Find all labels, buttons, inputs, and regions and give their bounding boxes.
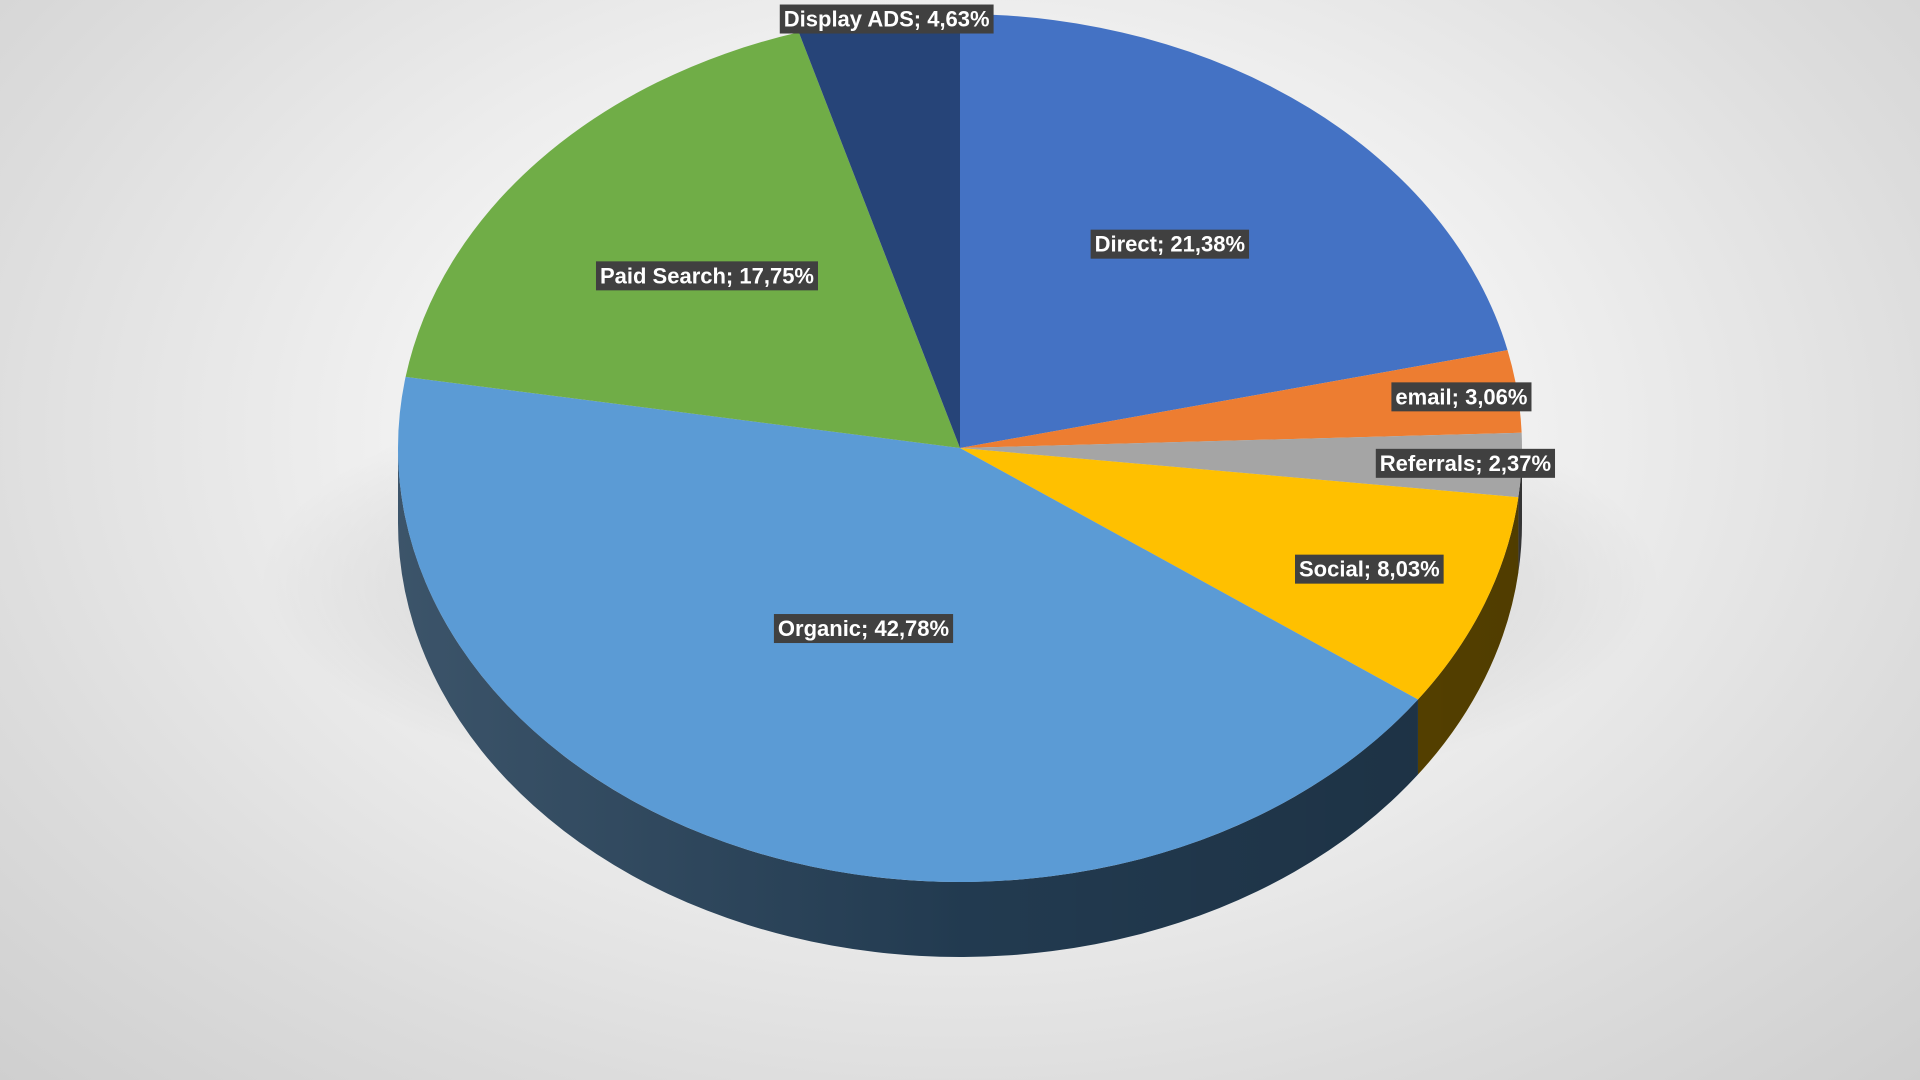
- label-background: [1295, 554, 1444, 584]
- label-background: [773, 614, 954, 644]
- pie-side-shading: [398, 448, 1522, 957]
- label-background: [1391, 382, 1532, 412]
- label-email: email; 3,06%: [1391, 382, 1532, 412]
- label-text: email; 3,06%: [1395, 384, 1527, 409]
- label-text: Display ADS; 4,63%: [784, 7, 990, 32]
- slice-labels: Direct; 21,38% email; 3,06% Referrals; 2,3…: [595, 4, 1556, 644]
- label-background: [595, 261, 819, 291]
- label-text: Social; 8,03%: [1299, 557, 1440, 582]
- label-background: [1375, 448, 1556, 478]
- slice-paid-search: [405, 32, 961, 449]
- slice-social: [960, 448, 1519, 700]
- label-direct: Direct; 21,38%: [1090, 229, 1250, 259]
- pie-sides: [398, 448, 1522, 957]
- pie-slices: [398, 14, 1522, 883]
- label-text: Direct; 21,38%: [1095, 232, 1245, 257]
- label-social: Social; 8,03%: [1295, 554, 1444, 584]
- label-display-ads: Display ADS; 4,63%: [779, 4, 994, 34]
- slice-email: [960, 350, 1522, 448]
- label-text: Paid Search; 17,75%: [600, 263, 814, 288]
- label-referrals: Referrals; 2,37%: [1375, 448, 1556, 478]
- label-background: [779, 4, 994, 34]
- label-text: Organic; 42,78%: [778, 616, 949, 641]
- slice-display-ads: [798, 14, 960, 448]
- label-paid-search: Paid Search; 17,75%: [595, 261, 819, 291]
- label-organic: Organic; 42,78%: [773, 614, 954, 644]
- label-text: Referrals; 2,37%: [1380, 451, 1551, 476]
- label-background: [1090, 229, 1250, 259]
